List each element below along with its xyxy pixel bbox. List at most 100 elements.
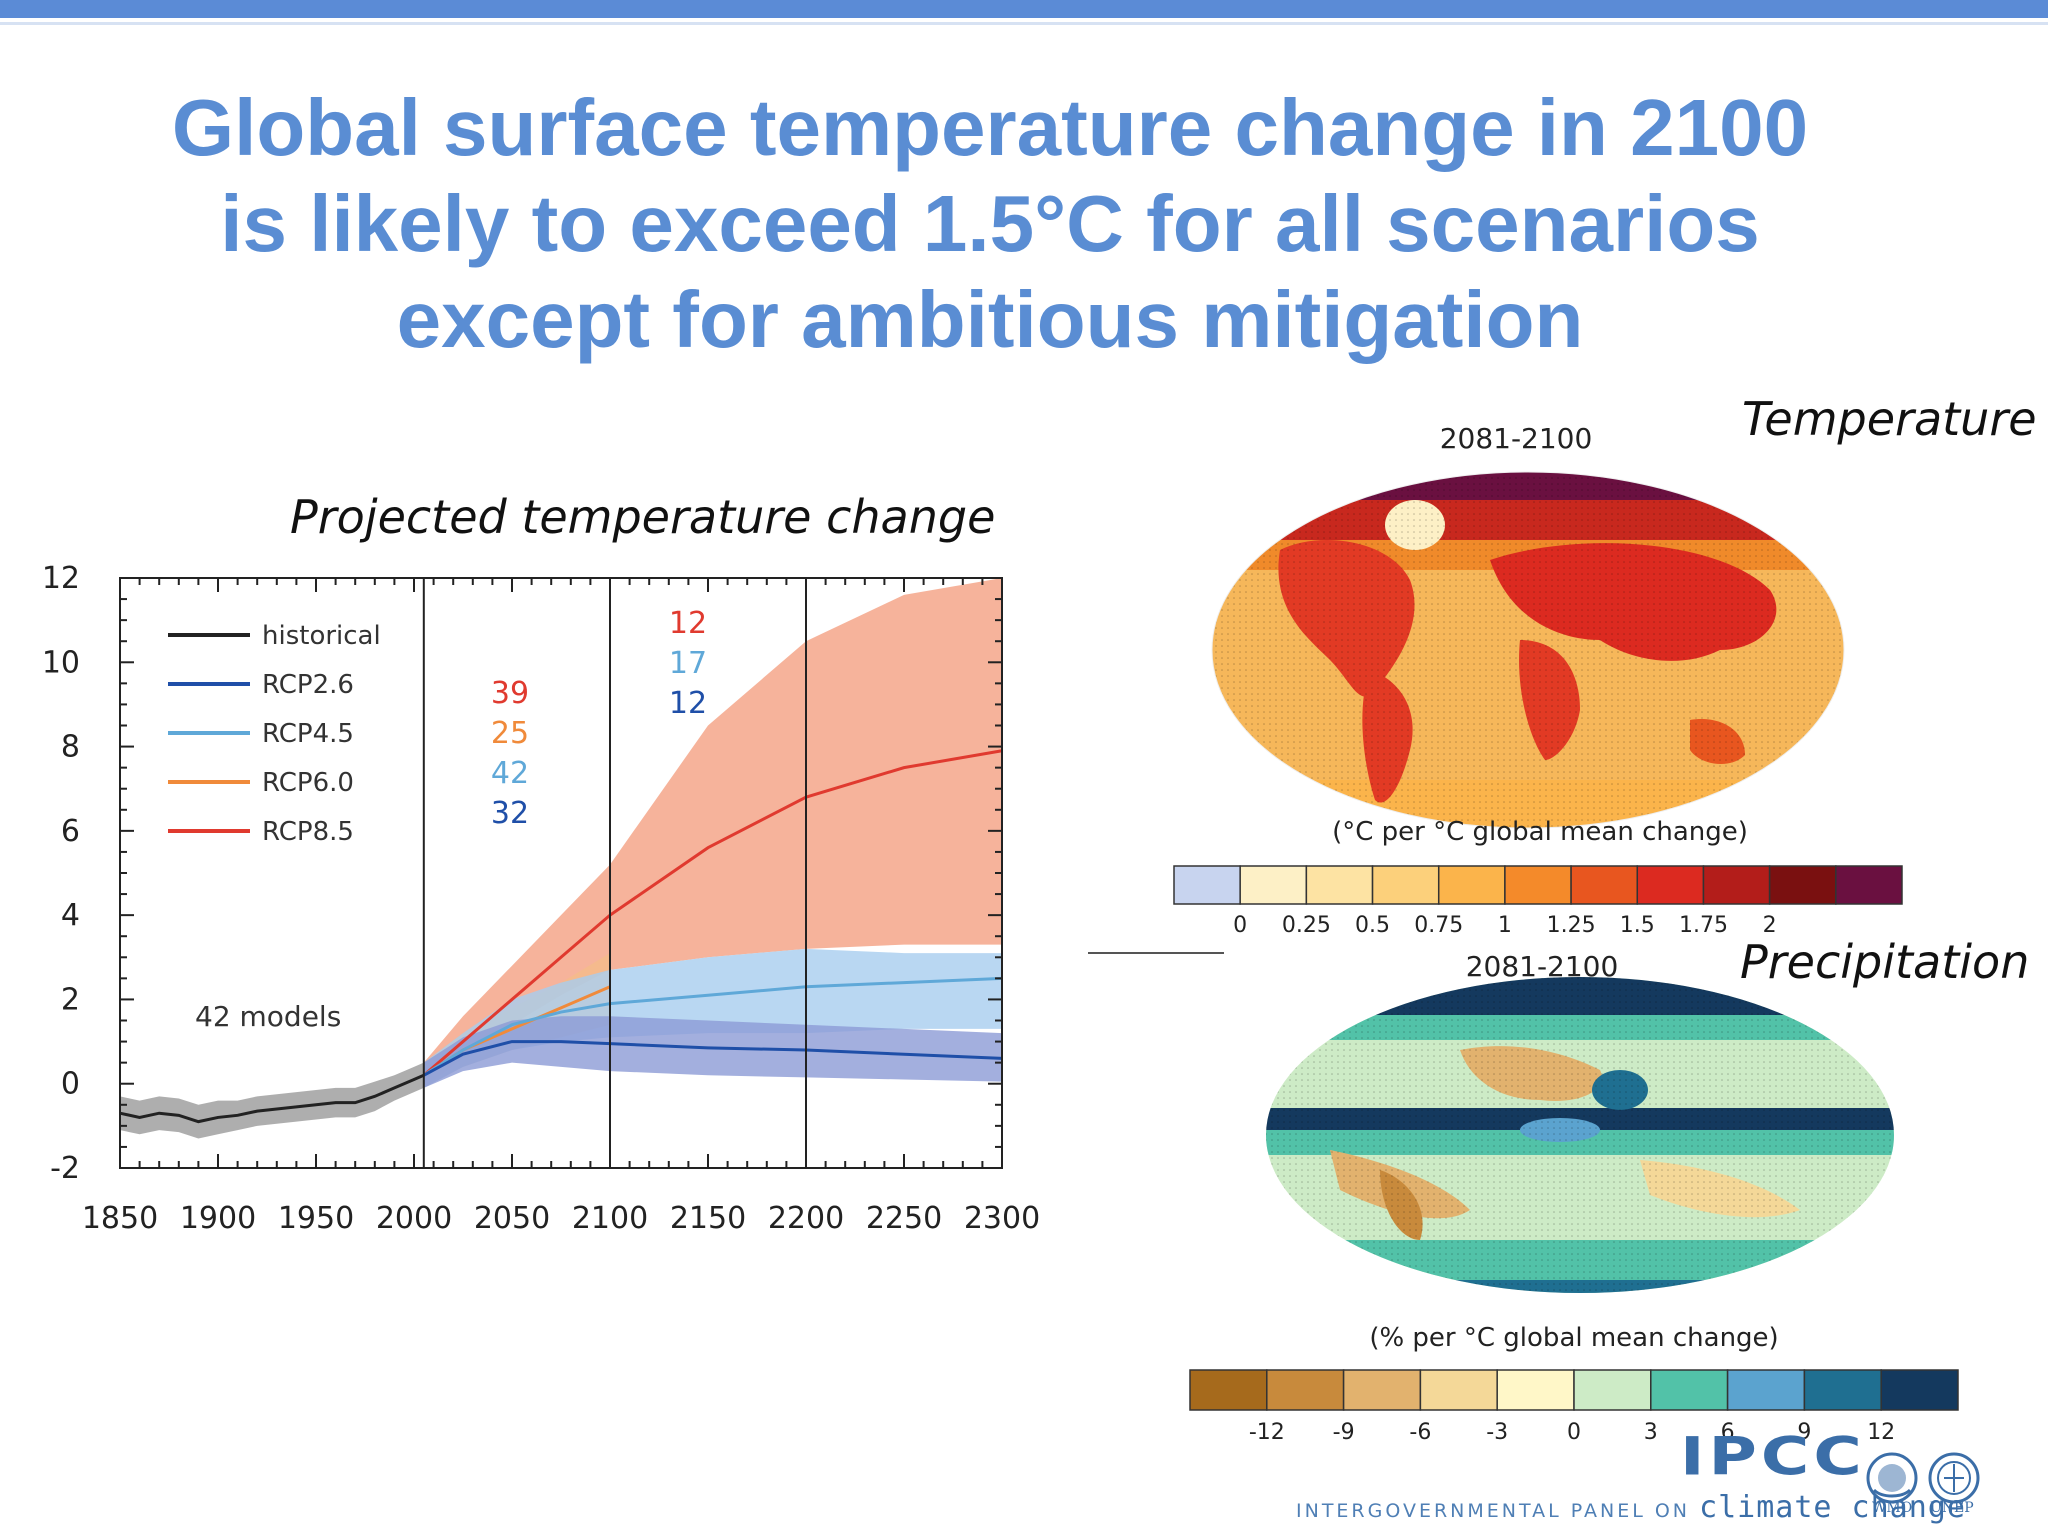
- chart-legend: historical RCP2.6 RCP4.5 RCP6.0 RCP8.5: [168, 621, 381, 847]
- colorbar-swatch: [1305, 865, 1374, 905]
- band-RCP8.5: [423, 578, 1002, 1088]
- org-text: INTERGOVERNMENTAL PANEL ON: [1296, 1500, 1691, 1522]
- colorbar-swatch: [1266, 1369, 1345, 1411]
- wmo-emblem-icon: [1866, 1452, 1918, 1504]
- colorbar-tick-label: -9: [1333, 1420, 1355, 1445]
- colorbar-tick-label: 0.25: [1282, 913, 1331, 938]
- temperature-map-outline: [1211, 471, 1845, 829]
- colorbar-swatch: [1768, 865, 1837, 905]
- model-count-2100: 42: [491, 756, 529, 791]
- ipcc-footer-text: INTERGOVERNMENTAL PANEL ON climate chang…: [1296, 1490, 1966, 1525]
- models-annotation: 42 models: [195, 1000, 341, 1033]
- legend-label-RCP8.5: RCP8.5: [262, 817, 354, 847]
- colorbar-tick-label: 0.75: [1414, 913, 1463, 938]
- x-tick-label: 2250: [866, 1201, 942, 1236]
- colorbar-tick-label: 1.25: [1547, 913, 1596, 938]
- chart-axes: 1850 1900 1950 2000 2050 2100 2150 2200 2250 2300…: [42, 561, 1040, 1236]
- x-tick-label: 2000: [376, 1201, 452, 1236]
- colorbar-tick-label: 9: [1797, 1420, 1811, 1445]
- colorbar-tick-label: -3: [1486, 1420, 1508, 1445]
- climate-change-text: climate change: [1699, 1490, 1966, 1525]
- x-tick-label: 1850: [82, 1201, 158, 1236]
- model-count-2100: 39: [491, 676, 529, 711]
- model-count-2300: 17: [669, 646, 707, 681]
- colorbar-swatch: [1803, 1369, 1882, 1411]
- legend-label-historical: historical: [262, 621, 381, 651]
- colorbar-swatch: [1173, 865, 1241, 905]
- colorbar-swatch: [1835, 865, 1903, 905]
- x-tick-label: 2100: [572, 1201, 648, 1236]
- temperature-projection-chart: 1850 1900 1950 2000 2050 2100 2150 2200 2250 2300…: [42, 561, 1040, 1236]
- x-tick-label: 2150: [670, 1201, 746, 1236]
- colorbar-swatch: [1342, 1369, 1422, 1411]
- unep-label: UNEP: [1930, 1500, 1974, 1516]
- title-line-3: except for ambitious mitigation: [396, 275, 1584, 364]
- band-historical: [120, 1062, 424, 1139]
- colorbar-tick-label: 0: [1233, 913, 1247, 938]
- y-tick-label: -2: [50, 1151, 80, 1186]
- precipitation-units-label: (% per °C global mean change): [1369, 1323, 1778, 1353]
- model-count-2100: 32: [491, 796, 529, 831]
- colorbar-tick-label: 1.75: [1679, 913, 1728, 938]
- legend-label-RCP2.6: RCP2.6: [262, 670, 354, 700]
- colorbar-swatch: [1189, 1369, 1268, 1411]
- title-line-2: is likely to exceed 1.5°C for all scenar…: [220, 179, 1760, 268]
- colorbar-swatch: [1573, 1369, 1652, 1411]
- colorbar-tick-label: 2: [1763, 913, 1777, 938]
- temperature-units-label: (°C per °C global mean change): [1332, 817, 1748, 847]
- temperature-map-panel: 2081-2100 (°C per °C global mean change)…: [1173, 422, 1903, 938]
- colorbar-tick-label: 0: [1567, 1420, 1581, 1445]
- y-tick-label: 6: [61, 814, 80, 849]
- model-count-2100: 25: [491, 716, 529, 751]
- colorbar-swatch: [1437, 865, 1506, 905]
- ipcc-logo: IPCC: [1680, 1425, 1866, 1488]
- colorbar-tick-label: -12: [1249, 1420, 1285, 1445]
- model-count-2300: 12: [669, 686, 707, 721]
- temperature-map-period: 2081-2100: [1440, 422, 1593, 455]
- colorbar-tick-label: 1: [1498, 913, 1512, 938]
- colorbar-swatch: [1239, 865, 1308, 905]
- precipitation-map-panel: 2081-2100 (% per °C global mean change) …: [1189, 950, 1959, 1445]
- x-tick-label: 2200: [768, 1201, 844, 1236]
- precipitation-map-image: [1266, 977, 1894, 1293]
- legend-label-RCP6.0: RCP6.0: [262, 768, 354, 798]
- colorbar-tick-label: 1.5: [1620, 913, 1655, 938]
- y-tick-label: 12: [42, 561, 80, 596]
- title-line-1: Global surface temperature change in 210…: [171, 83, 1809, 172]
- colorbar-swatch: [1880, 1369, 1959, 1411]
- colorbar-swatch: [1371, 865, 1440, 905]
- y-tick-label: 0: [61, 1067, 80, 1102]
- colorbar-swatch: [1726, 1369, 1806, 1411]
- temperature-label: Temperature: [1742, 392, 2037, 446]
- colorbar-tick-label: 0.5: [1355, 913, 1390, 938]
- unep-emblem-icon: [1928, 1452, 1980, 1504]
- y-tick-label: 10: [42, 645, 80, 680]
- wmo-label: WMO: [1872, 1500, 1913, 1516]
- divider-line: [1088, 952, 1224, 954]
- colorbar-tick-label: 12: [1867, 1420, 1895, 1445]
- top-accent-line: [0, 22, 2048, 25]
- colorbar-swatch: [1636, 865, 1705, 905]
- x-tick-label: 1950: [278, 1201, 354, 1236]
- x-tick-label: 1900: [180, 1201, 256, 1236]
- y-tick-label: 8: [61, 730, 80, 765]
- colorbar-swatch: [1650, 1369, 1729, 1411]
- x-tick-label: 2300: [964, 1201, 1040, 1236]
- colorbar-swatch: [1419, 1369, 1498, 1411]
- precipitation-colorbar: -12 -9 -6 -3 0 3 6 9 12: [1189, 1369, 1959, 1445]
- colorbar-tick-label: 3: [1644, 1420, 1658, 1445]
- colorbar-tick-label: 6: [1721, 1420, 1735, 1445]
- model-count-2300: 12: [669, 606, 707, 641]
- projected-change-label: Projected temperature change: [290, 490, 996, 544]
- y-tick-label: 2: [61, 982, 80, 1017]
- colorbar-tick-label: -6: [1409, 1420, 1431, 1445]
- band-RCP2.6: [423, 1016, 1002, 1088]
- chart-labels: 42 models 39 25 42 32 12 17 12: [195, 606, 707, 1033]
- colorbar-swatch: [1570, 865, 1639, 905]
- line-historical: [119, 1073, 425, 1124]
- y-tick-label: 4: [61, 898, 80, 933]
- top-accent-bar: [0, 0, 2048, 18]
- colorbar-swatch: [1496, 1369, 1575, 1411]
- x-tick-label: 2050: [474, 1201, 550, 1236]
- colorbar-swatch: [1702, 865, 1771, 905]
